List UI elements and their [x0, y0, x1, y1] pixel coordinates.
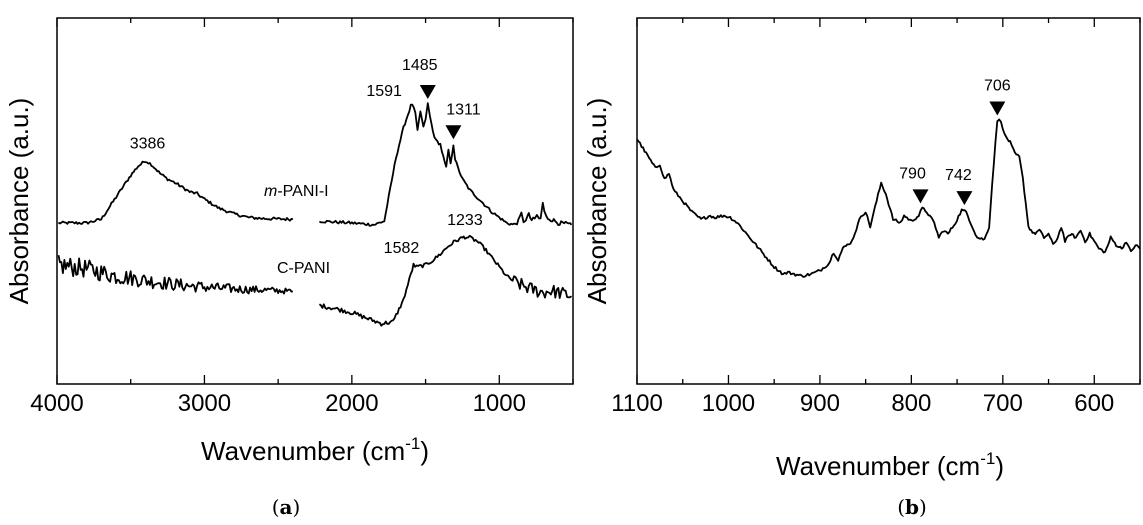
- panel-a: 4000 3000 2000 1000 Absorbance (a.u.) Wavenum…: [4, 17, 574, 519]
- peak-label: 3386: [130, 136, 166, 153]
- x-tick-label: 600: [1074, 390, 1114, 417]
- x-tick-label: 700: [983, 390, 1023, 417]
- x-tick-label: 2000: [325, 390, 378, 417]
- x-tick-label: 1100: [611, 390, 663, 417]
- x-tick-label: 800: [891, 390, 931, 417]
- x-tick-label: 900: [800, 390, 840, 417]
- peak-marker: [989, 101, 1006, 116]
- series-line: [57, 160, 294, 225]
- series-line: [318, 102, 573, 227]
- peak-label: 1485: [402, 57, 438, 74]
- peak-marker: [956, 191, 973, 206]
- x-axis-title: Wavenumber (cm-1): [776, 449, 1004, 481]
- peak-label: 742: [945, 167, 972, 184]
- x-tick-label: 4000: [30, 390, 83, 417]
- y-axis-title: Absorbance (a.u.): [582, 98, 612, 305]
- peak-marker: [912, 189, 929, 204]
- plot-frame: [56, 17, 574, 385]
- x-axis-title: Wavenumber (cm-1): [201, 434, 429, 466]
- peak-label: 1591: [366, 83, 402, 100]
- series-line: [636, 118, 1141, 278]
- panel-label: (a): [272, 495, 301, 519]
- peak-marker: [445, 125, 462, 140]
- series-line: [57, 255, 294, 295]
- series-label-c-pani: C-PANI: [277, 260, 330, 277]
- series-line: [318, 234, 573, 327]
- peak-marker: [419, 85, 436, 100]
- x-tick-label: 1000: [702, 390, 755, 417]
- peak-label: 790: [899, 165, 926, 182]
- plot-frame: [636, 17, 1141, 385]
- panel-label: (b): [897, 495, 927, 519]
- peak-label: 1311: [446, 101, 481, 118]
- y-axis-title: Absorbance (a.u.): [4, 98, 34, 305]
- series-label-m-pani-i: m-PANI-I: [264, 183, 329, 200]
- peak-label: 706: [984, 77, 1011, 94]
- peak-label: 1233: [447, 212, 483, 229]
- panel-b: 1100 1000 900 800 700 600 Absorbance (a.u.) Wav…: [582, 17, 1141, 519]
- x-tick-label: 3000: [178, 390, 231, 417]
- x-tick-label: 1000: [473, 390, 526, 417]
- peak-label: 1582: [384, 240, 420, 257]
